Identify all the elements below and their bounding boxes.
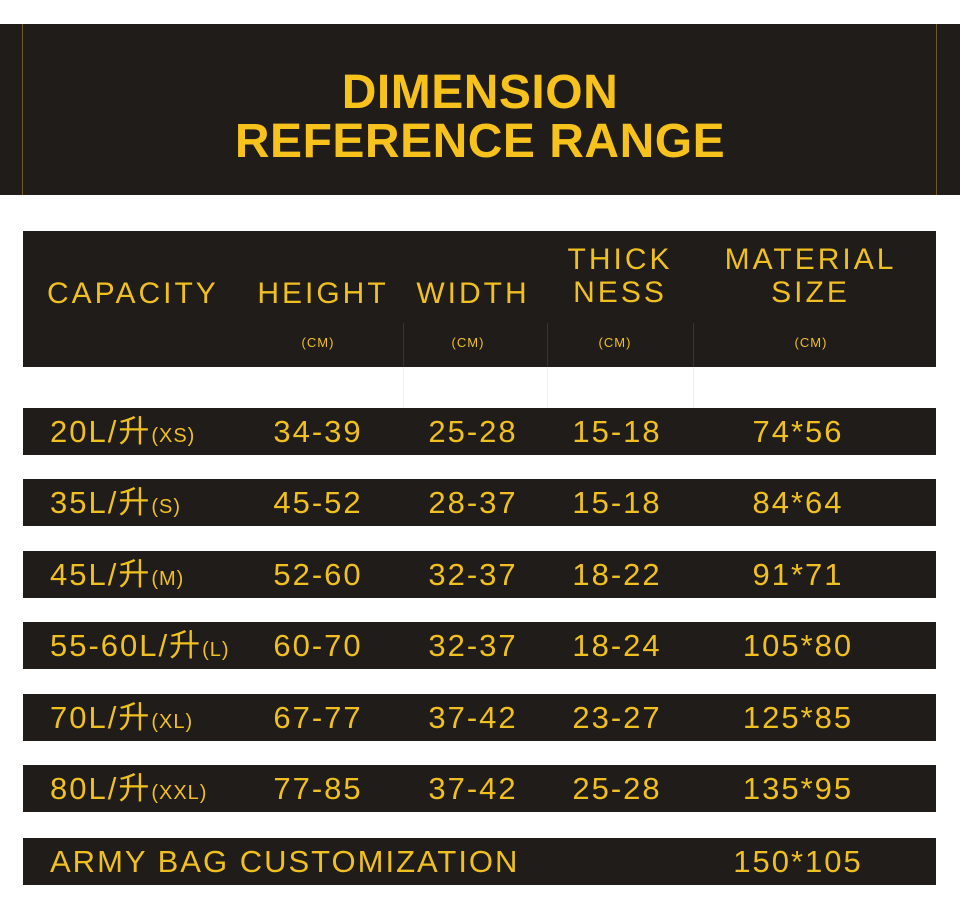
size-label: (S) [151,496,182,518]
size-label: (XXL) [151,782,208,804]
capacity-value: 20L/升 [50,414,152,449]
header-divider [547,323,548,367]
header-divider [693,323,694,367]
cell-thickness: 15-18 [572,414,662,449]
cell-thickness: 25-28 [572,771,662,806]
cell-material: 91*71 [752,557,844,592]
cell-thickness: 18-22 [572,557,662,592]
size-label: (XL) [151,711,194,733]
table-row: 70L/升(XL) 67-77 37-42 23-27 125*85 [23,694,936,741]
capacity-value: 55-60L/升 [50,628,203,663]
cell-capacity: 45L/升(M) [50,551,184,598]
capacity-value: 70L/升 [50,700,152,735]
cell-width: 32-37 [428,557,518,592]
table-row: 20L/升(XS) 34-39 25-28 15-18 74*56 [23,408,936,455]
unit-height: (CM) [301,335,335,350]
cell-height: 60-70 [273,628,363,663]
cell-capacity: 55-60L/升(L) [50,622,230,669]
cell-thickness: 15-18 [572,485,662,520]
cell-thickness: 23-27 [572,700,662,735]
cell-material: 105*80 [742,628,854,663]
size-label: (M) [151,568,185,590]
cell-thickness: 18-24 [572,628,662,663]
customization-material: 150*105 [733,844,863,879]
banner-right-rule [936,24,937,195]
header-width: WIDTH [416,277,530,310]
header-capacity: CAPACITY [47,277,219,310]
cell-width: 37-42 [428,700,518,735]
cell-width: 32-37 [428,628,518,663]
unit-thickness: (CM) [598,335,632,350]
cell-material: 84*64 [752,485,844,520]
header-divider [403,323,404,367]
size-label: (L) [202,639,230,661]
size-label: (XS) [151,425,196,447]
cell-capacity: 70L/升(XL) [50,694,193,741]
cell-material: 125*85 [742,700,854,735]
header-thickness-line2: NESS [573,276,667,309]
capacity-value: 80L/升 [50,771,152,806]
customization-label: ARMY BAG CUSTOMIZATION [50,844,520,879]
title-line-2: REFERENCE RANGE [234,115,726,168]
unit-material: (CM) [794,335,828,350]
header-thickness-line1: THICK [567,243,673,276]
cell-material: 135*95 [742,771,854,806]
cell-height: 67-77 [273,700,363,735]
cell-height: 77-85 [273,771,363,806]
cell-width: 28-37 [428,485,518,520]
banner-left-rule [22,24,23,195]
table-row: 45L/升(M) 52-60 32-37 18-22 91*71 [23,551,936,598]
cell-capacity: 20L/升(XS) [50,408,195,455]
cell-capacity: 35L/升(S) [50,479,181,526]
column-guide [403,367,404,411]
cell-height: 52-60 [273,557,363,592]
table-row: 80L/升(XXL) 77-85 37-42 25-28 135*95 [23,765,936,812]
unit-width: (CM) [451,335,485,350]
header-material-line1: MATERIAL [724,243,897,276]
cell-capacity: 80L/升(XXL) [50,765,207,812]
header-material-size: MATERIAL SIZE [713,243,908,309]
capacity-value: 45L/升 [50,557,152,592]
column-guide [693,367,694,411]
table-row: 35L/升(S) 45-52 28-37 15-18 84*64 [23,479,936,526]
capacity-value: 35L/升 [50,485,152,520]
cell-material: 74*56 [752,414,844,449]
table-row: 55-60L/升(L) 60-70 32-37 18-24 105*80 [23,622,936,669]
table-header: CAPACITY HEIGHT WIDTH THICK NESS MATERIA… [23,231,936,367]
title-banner: DIMENSION REFERENCE RANGE [0,24,960,195]
cell-width: 25-28 [428,414,518,449]
customization-row: ARMY BAG CUSTOMIZATION 150*105 [23,838,936,885]
page-title: DIMENSION REFERENCE RANGE [0,68,960,166]
title-line-1: DIMENSION [341,66,619,119]
cell-width: 37-42 [428,771,518,806]
column-guide [547,367,548,411]
header-thickness: THICK NESS [545,243,695,309]
header-height: HEIGHT [257,277,389,310]
cell-height: 34-39 [273,414,363,449]
cell-height: 45-52 [273,485,363,520]
header-material-line2: SIZE [771,276,850,309]
